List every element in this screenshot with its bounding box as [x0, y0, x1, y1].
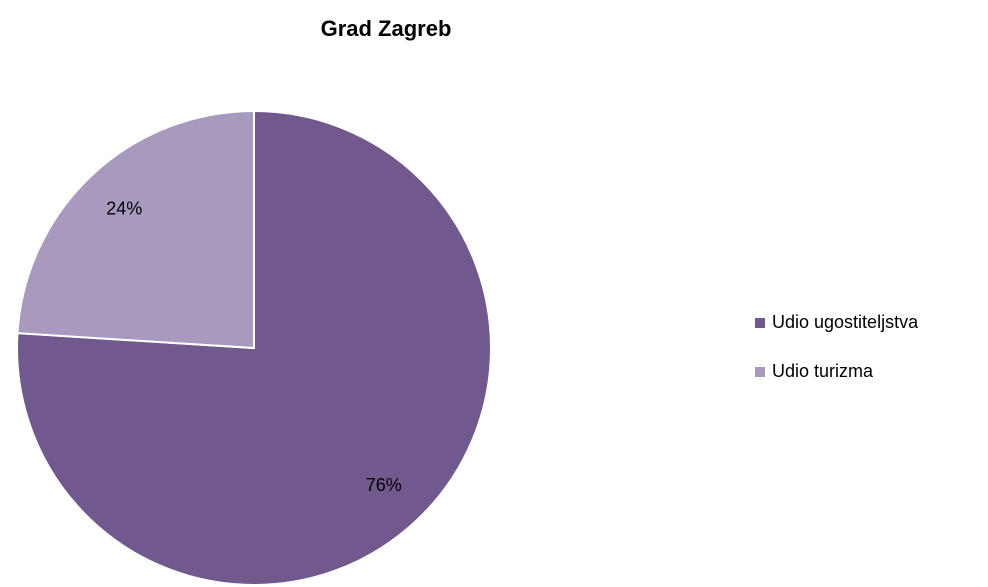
- data-label: 24%: [106, 199, 142, 219]
- chart-title: Grad Zagreb: [321, 16, 452, 41]
- legend-swatch: [755, 367, 765, 377]
- legend-swatch: [755, 318, 765, 328]
- pie-slice: [16, 109, 255, 350]
- data-label: 76%: [366, 475, 402, 495]
- legend-label: Udio turizma: [772, 361, 874, 381]
- pie-slice: [16, 109, 492, 586]
- legend-label: Udio ugostiteljstva: [772, 312, 919, 332]
